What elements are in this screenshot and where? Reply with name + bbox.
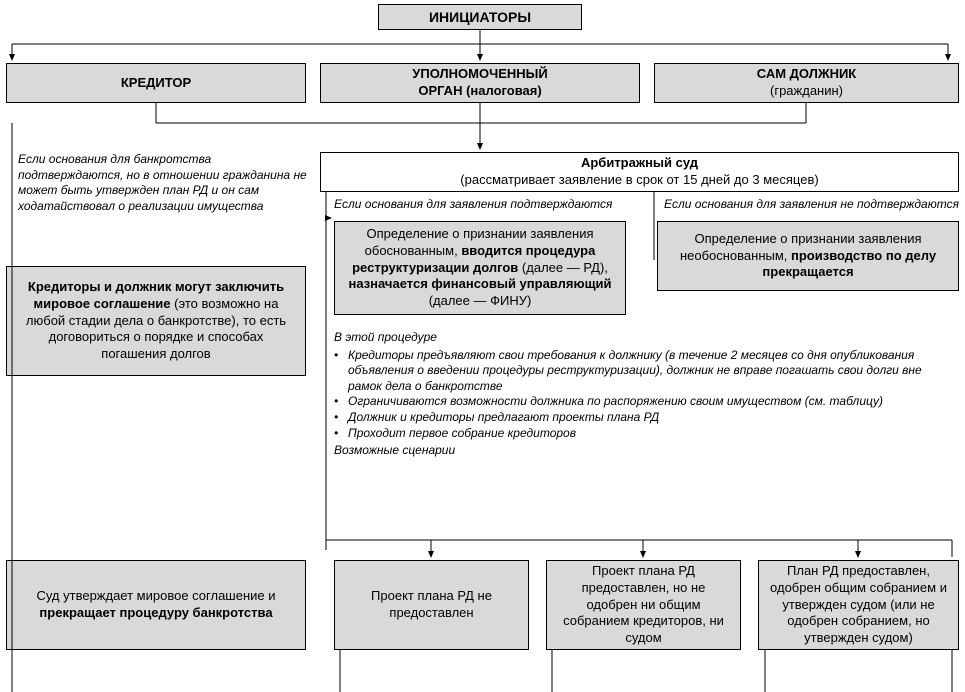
node-authority: УПОЛНОМОЧЕННЫЙ ОРГАН (налоговая) <box>320 63 640 103</box>
text: Определение о признании заявления обосно… <box>343 226 617 310</box>
b3: Должник и кредиторы предлагают проекты п… <box>348 410 954 426</box>
l1: Арбитражный суд <box>581 155 698 172</box>
node-debtor: САМ ДОЛЖНИК (гражданин) <box>654 63 959 103</box>
node-creditor: КРЕДИТОР <box>6 63 306 103</box>
label: Проект плана РД не предоставлен <box>343 588 520 622</box>
b4: Проходит первое собрание кредиторов <box>348 426 954 442</box>
node-initiators: ИНИЦИАТОРЫ <box>378 4 582 30</box>
l2: (рассматривает заявление в срок от 15 дн… <box>460 172 818 189</box>
title: В этой процедуре <box>334 330 954 346</box>
label: КРЕДИТОР <box>121 75 191 92</box>
node-settlement: Кредиторы и должник могут заключить миро… <box>6 266 306 376</box>
note-reject: Если основания для заявления не подтверж… <box>664 197 959 213</box>
label: План РД предоставлен, одобрен общим собр… <box>767 563 950 647</box>
procedure-block: В этой процедуре •Кредиторы предъявляют … <box>334 330 954 459</box>
node-outcome-3: Проект плана РД предоставлен, но не одоб… <box>546 560 741 650</box>
note-left: Если основания для банкротства подтвержд… <box>18 152 308 214</box>
text: Определение о признании заявления необос… <box>666 231 950 282</box>
label: ИНИЦИАТОРЫ <box>429 8 531 26</box>
node-outcome-2: Проект плана РД не предоставлен <box>334 560 529 650</box>
node-decision-confirm: Определение о признании заявления обосно… <box>334 221 626 315</box>
text: Кредиторы и должник могут заключить миро… <box>15 279 297 363</box>
scenarios: Возможные сценарии <box>334 443 954 459</box>
node-decision-reject: Определение о признании заявления необос… <box>657 221 959 291</box>
node-outcome-4: План РД предоставлен, одобрен общим собр… <box>758 560 959 650</box>
note-confirm: Если основания для заявления подтверждаю… <box>334 197 634 213</box>
node-court: Арбитражный суд (рассматривает заявление… <box>320 152 959 192</box>
l2: (гражданин) <box>770 83 843 100</box>
node-outcome-settlement: Суд утверждает мировое соглашение и прек… <box>6 560 306 650</box>
l1: САМ ДОЛЖНИК <box>757 66 856 83</box>
b2: Ограничиваются возможности должника по р… <box>348 394 954 410</box>
label: Проект плана РД предоставлен, но не одоб… <box>555 563 732 647</box>
l1: УПОЛНОМОЧЕННЫЙ <box>412 66 547 83</box>
l2: ОРГАН (налоговая) <box>418 83 541 100</box>
b1: Кредиторы предъявляют свои требования к … <box>348 348 954 395</box>
text: Суд утверждает мировое соглашение и прек… <box>15 588 297 622</box>
